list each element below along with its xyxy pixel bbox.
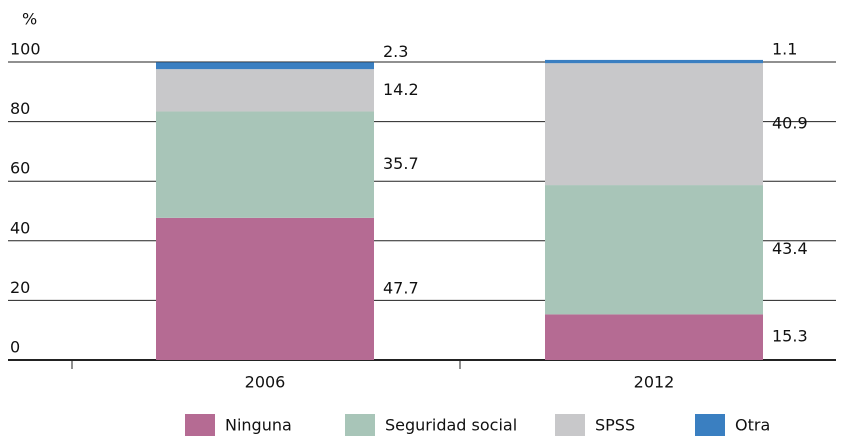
y-tick-label: 20 [10,278,30,297]
y-tick-label: 60 [10,159,30,178]
bar-segment [156,217,374,360]
legend-swatch [185,414,215,436]
y-tick-label: 40 [10,218,30,237]
y-tick-label: 80 [10,99,30,118]
legend-label: Otra [735,416,770,435]
bar-segment [156,111,374,218]
value-label: 40.9 [772,114,808,133]
value-label: 1.1 [772,39,797,58]
legend-label: Seguridad social [385,416,517,435]
bar-segment [156,69,374,112]
value-label: 2.3 [383,42,408,61]
legend-label: SPSS [595,416,635,435]
value-label: 15.3 [772,327,808,346]
value-label: 14.2 [383,80,419,99]
bar-segment [545,59,763,64]
y-axis-label: % [22,10,37,29]
bar-segment [545,185,763,315]
x-tick-label: 2012 [634,373,675,392]
value-label: 47.7 [383,278,419,297]
bar-segment [545,63,763,186]
legend-label: Ninguna [225,416,292,435]
y-tick-label: 0 [10,338,20,357]
bar-segment [545,314,763,360]
legend-swatch [345,414,375,436]
y-tick-label: 100 [10,40,41,59]
x-tick-label: 2006 [245,373,286,392]
bar-segment [156,62,374,70]
value-label: 35.7 [383,154,419,173]
legend-swatch [695,414,725,436]
legend-swatch [555,414,585,436]
value-label: 43.4 [772,239,808,258]
